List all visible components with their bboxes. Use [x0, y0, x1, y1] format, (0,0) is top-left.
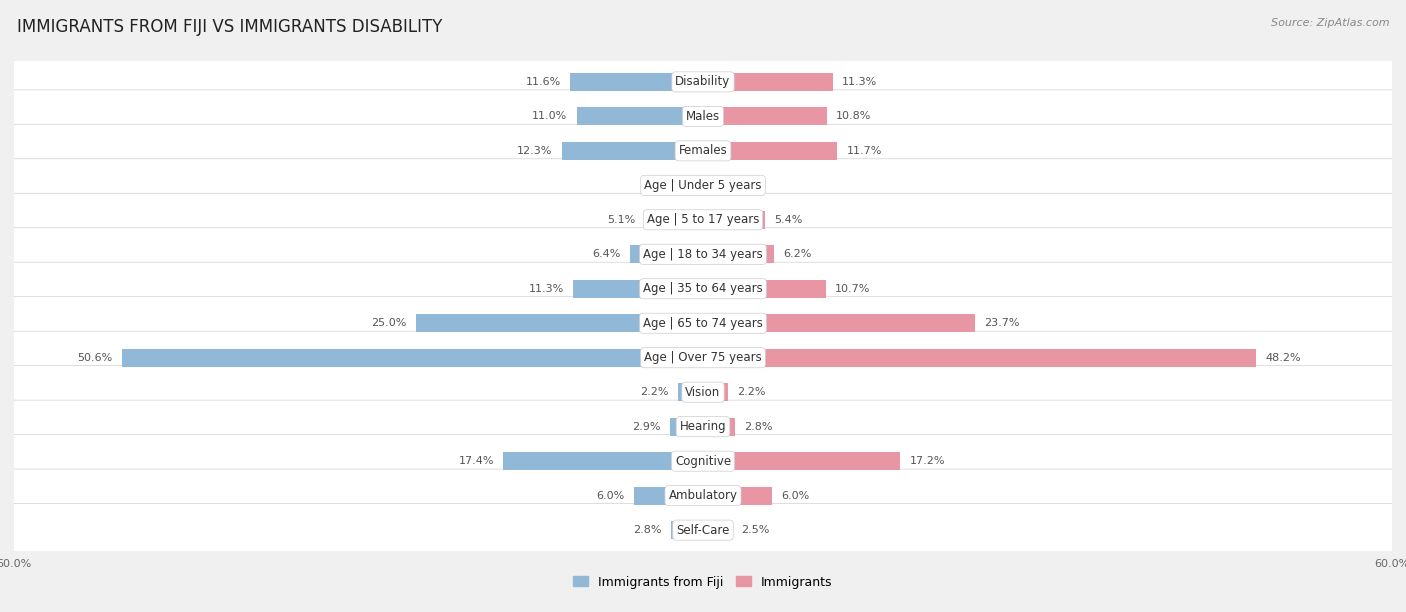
Text: 10.8%: 10.8% — [837, 111, 872, 121]
FancyBboxPatch shape — [11, 124, 1395, 177]
Text: 1.2%: 1.2% — [725, 181, 755, 190]
Bar — [703, 176, 717, 194]
FancyBboxPatch shape — [11, 55, 1395, 108]
Text: Age | 5 to 17 years: Age | 5 to 17 years — [647, 214, 759, 226]
Text: Ambulatory: Ambulatory — [668, 489, 738, 502]
Bar — [703, 107, 827, 125]
Bar — [569, 73, 703, 91]
Text: Cognitive: Cognitive — [675, 455, 731, 468]
Text: 11.7%: 11.7% — [846, 146, 882, 156]
Text: 2.8%: 2.8% — [633, 525, 662, 535]
Text: 17.2%: 17.2% — [910, 456, 945, 466]
Text: 2.9%: 2.9% — [633, 422, 661, 431]
Bar — [703, 142, 838, 160]
Bar — [703, 73, 832, 91]
Bar — [671, 521, 703, 539]
Bar — [576, 107, 703, 125]
Text: Self-Care: Self-Care — [676, 524, 730, 537]
Bar — [703, 280, 825, 297]
FancyBboxPatch shape — [11, 365, 1395, 419]
Text: 25.0%: 25.0% — [371, 318, 406, 328]
Text: 5.4%: 5.4% — [775, 215, 803, 225]
Text: 11.3%: 11.3% — [529, 284, 564, 294]
Bar — [703, 521, 731, 539]
FancyBboxPatch shape — [11, 504, 1395, 557]
Text: 6.4%: 6.4% — [592, 249, 620, 259]
Text: 12.3%: 12.3% — [517, 146, 553, 156]
Bar — [703, 349, 1257, 367]
FancyBboxPatch shape — [11, 297, 1395, 350]
Bar — [703, 315, 976, 332]
Text: Males: Males — [686, 110, 720, 123]
Bar — [703, 245, 775, 263]
Bar — [692, 176, 703, 194]
Text: IMMIGRANTS FROM FIJI VS IMMIGRANTS DISABILITY: IMMIGRANTS FROM FIJI VS IMMIGRANTS DISAB… — [17, 18, 443, 36]
Text: 50.6%: 50.6% — [77, 353, 112, 363]
Text: Age | Under 5 years: Age | Under 5 years — [644, 179, 762, 192]
Text: 17.4%: 17.4% — [458, 456, 494, 466]
Text: 23.7%: 23.7% — [984, 318, 1019, 328]
Bar — [644, 211, 703, 229]
Text: Vision: Vision — [685, 386, 721, 398]
FancyBboxPatch shape — [11, 159, 1395, 212]
Bar — [678, 383, 703, 401]
FancyBboxPatch shape — [11, 400, 1395, 453]
Text: 2.2%: 2.2% — [640, 387, 669, 397]
Text: Source: ZipAtlas.com: Source: ZipAtlas.com — [1271, 18, 1389, 28]
Bar — [669, 418, 703, 436]
FancyBboxPatch shape — [11, 228, 1395, 281]
Text: Females: Females — [679, 144, 727, 157]
Bar — [562, 142, 703, 160]
Text: 2.5%: 2.5% — [741, 525, 769, 535]
FancyBboxPatch shape — [11, 469, 1395, 522]
Text: Disability: Disability — [675, 75, 731, 88]
FancyBboxPatch shape — [11, 435, 1395, 488]
Text: Age | 35 to 64 years: Age | 35 to 64 years — [643, 282, 763, 295]
Bar — [503, 452, 703, 470]
Text: 6.0%: 6.0% — [782, 491, 810, 501]
Text: 6.2%: 6.2% — [783, 249, 811, 259]
FancyBboxPatch shape — [11, 90, 1395, 143]
Text: 2.2%: 2.2% — [738, 387, 766, 397]
Bar — [703, 418, 735, 436]
Text: Hearing: Hearing — [679, 420, 727, 433]
FancyBboxPatch shape — [11, 331, 1395, 384]
Text: 11.6%: 11.6% — [526, 77, 561, 87]
FancyBboxPatch shape — [11, 262, 1395, 315]
Bar — [634, 487, 703, 505]
Text: 10.7%: 10.7% — [835, 284, 870, 294]
Bar — [703, 211, 765, 229]
Text: 0.92%: 0.92% — [648, 181, 683, 190]
Bar — [703, 383, 728, 401]
Text: 5.1%: 5.1% — [607, 215, 636, 225]
Text: 48.2%: 48.2% — [1265, 353, 1302, 363]
Bar — [122, 349, 703, 367]
Text: 11.0%: 11.0% — [533, 111, 568, 121]
Text: 2.8%: 2.8% — [744, 422, 773, 431]
FancyBboxPatch shape — [11, 193, 1395, 247]
Text: Age | 18 to 34 years: Age | 18 to 34 years — [643, 248, 763, 261]
Bar — [416, 315, 703, 332]
Text: Age | 65 to 74 years: Age | 65 to 74 years — [643, 317, 763, 330]
Bar — [574, 280, 703, 297]
Bar — [703, 487, 772, 505]
Text: Age | Over 75 years: Age | Over 75 years — [644, 351, 762, 364]
Bar — [630, 245, 703, 263]
Text: 6.0%: 6.0% — [596, 491, 624, 501]
Legend: Immigrants from Fiji, Immigrants: Immigrants from Fiji, Immigrants — [568, 570, 838, 594]
Bar — [703, 452, 900, 470]
Text: 11.3%: 11.3% — [842, 77, 877, 87]
